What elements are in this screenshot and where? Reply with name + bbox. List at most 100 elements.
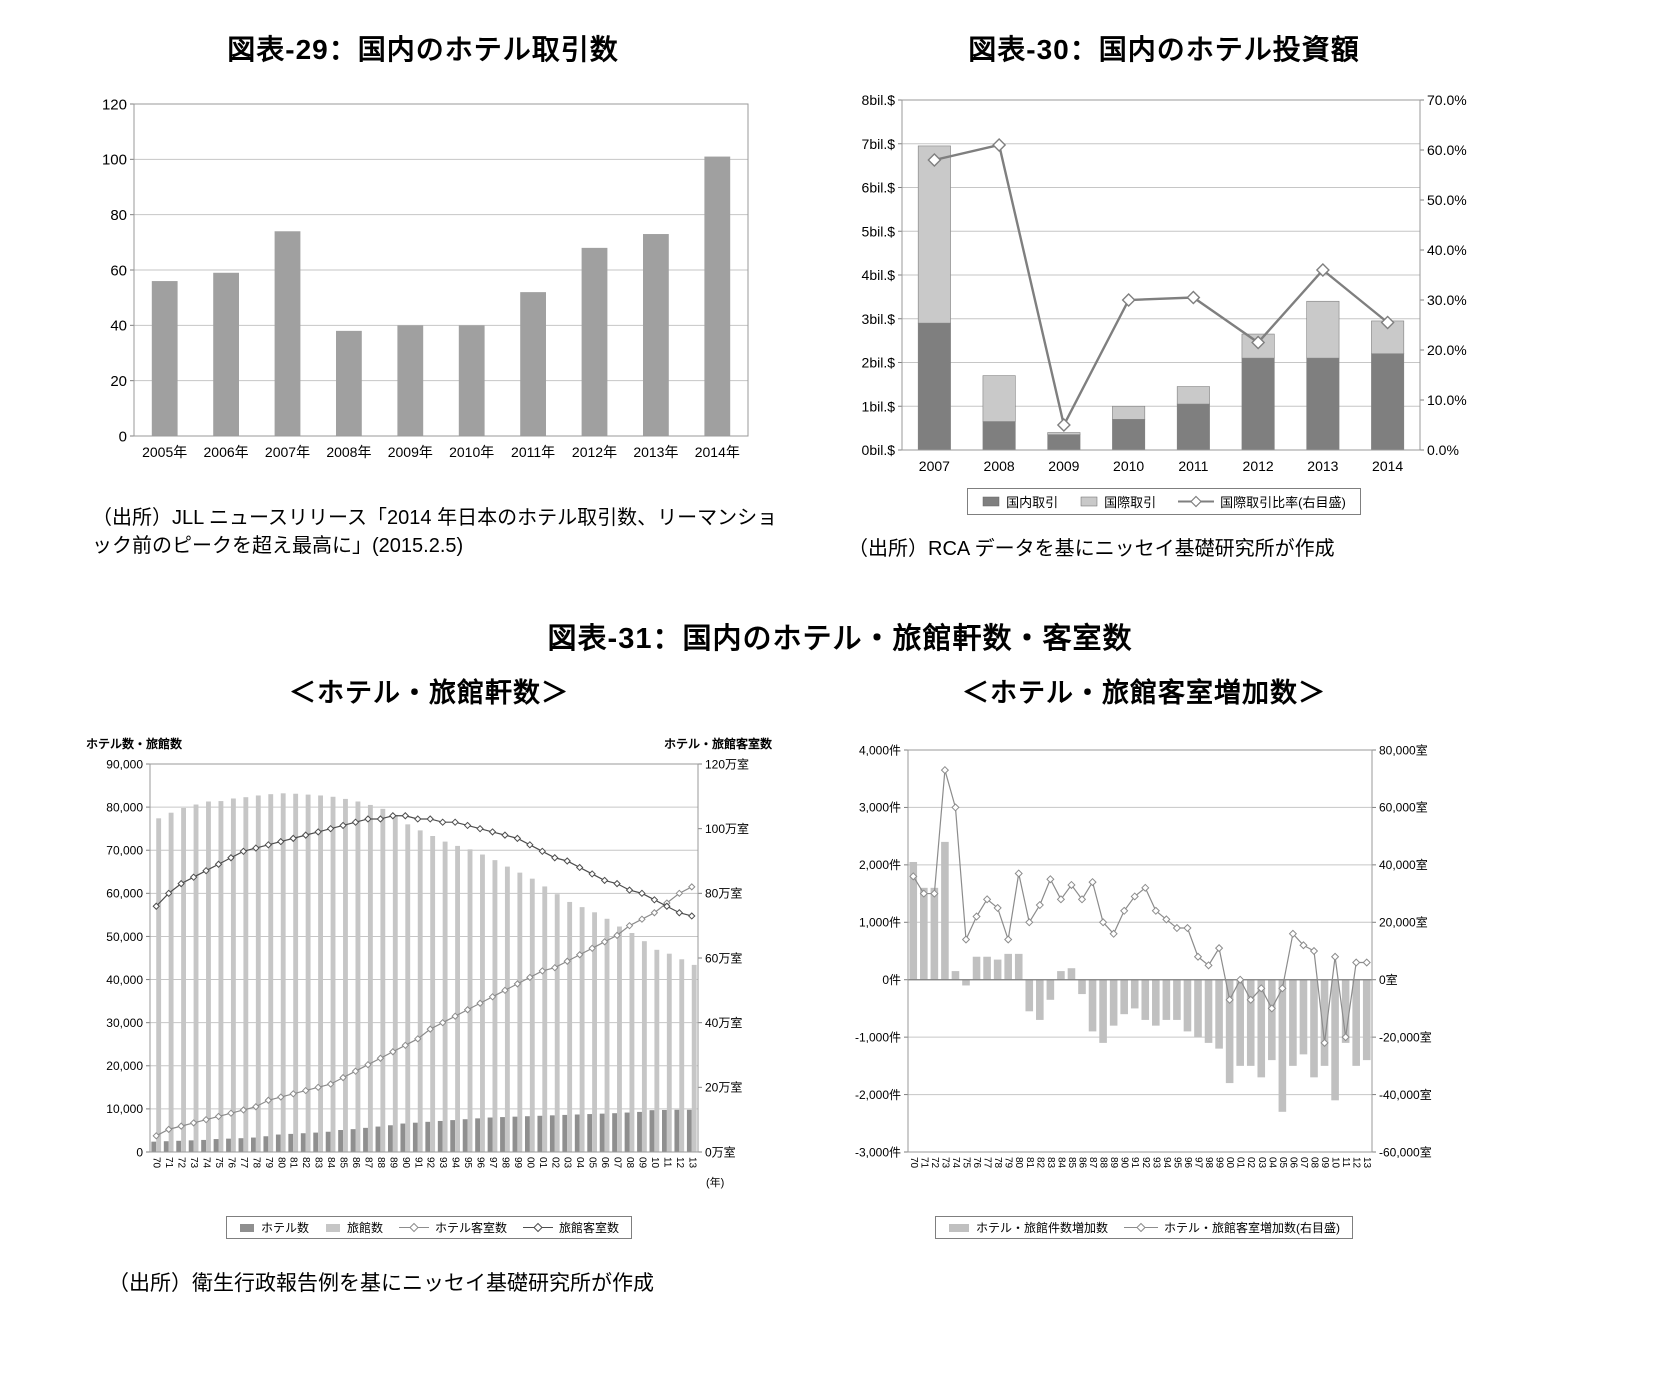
fig31b-legend: ホテル・旅館件数増加数 ホテル・旅館客室増加数(右目盛)	[934, 1216, 1353, 1239]
svg-text:00: 00	[524, 1157, 535, 1169]
fig30-legend: 国内取引 国際取引 国際取引比率(右目盛)	[967, 488, 1361, 515]
legend-label: ホテル数	[260, 1221, 309, 1235]
svg-text:97: 97	[487, 1157, 498, 1169]
fig30-title: 図表-30：国内のホテル投資額	[968, 34, 1360, 65]
svg-text:86: 86	[1077, 1157, 1088, 1169]
legend-item-ratio: 国際取引比率(右目盛)	[1178, 492, 1346, 511]
fig30-stacked-bar-line-chart: 0bil.$ 1bil.$ 2bil.$ 3bil.$ 4bil.$ 5bil.$ 6bil…	[862, 92, 1467, 474]
svg-text:8bil.$: 8bil.$	[862, 92, 896, 108]
svg-text:90,000: 90,000	[106, 757, 143, 771]
svg-text:01: 01	[1235, 1157, 1246, 1169]
svg-text:96: 96	[475, 1157, 486, 1169]
svg-text:99: 99	[512, 1157, 523, 1169]
svg-text:77: 77	[238, 1157, 249, 1169]
fig29-chart-box: 0 20 40 60 80 100 120 2005年 2006年 2007年 2008年 2009年…	[78, 88, 826, 488]
svg-text:30.0%: 30.0%	[1427, 292, 1467, 308]
legend-label: 旅館客室数	[559, 1221, 620, 1235]
legend-item-ryokan-rooms: 旅館客室数	[523, 1219, 619, 1236]
legend-label: 国内取引	[1006, 495, 1059, 510]
legend-label: 国際取引比率(右目盛)	[1220, 495, 1346, 510]
svg-text:2008: 2008	[984, 458, 1015, 474]
fig29-section: 図表-29：国内のホテル取引数 0 20 40 60 80 100 120 2005年 2006…	[0, 22, 826, 563]
svg-text:87: 87	[362, 1157, 373, 1169]
fig31a-legend: ホテル数 旅館数 ホテル客室数 旅館客室数	[225, 1216, 633, 1239]
svg-text:120万室: 120万室	[705, 756, 749, 771]
svg-text:96: 96	[1182, 1157, 1193, 1169]
svg-text:73: 73	[188, 1157, 199, 1169]
svg-text:06: 06	[1287, 1157, 1298, 1169]
svg-text:87: 87	[1087, 1157, 1098, 1169]
svg-text:1,000件: 1,000件	[859, 916, 901, 930]
svg-text:85: 85	[338, 1157, 349, 1169]
svg-text:99: 99	[1214, 1157, 1225, 1169]
svg-text:5bil.$: 5bil.$	[862, 223, 896, 239]
svg-text:20,000: 20,000	[106, 1059, 143, 1073]
fig30-chart-box: 0bil.$ 1bil.$ 2bil.$ 3bil.$ 4bil.$ 5bil.$ 6bil…	[844, 88, 1586, 486]
svg-text:72: 72	[176, 1157, 187, 1169]
svg-text:60,000: 60,000	[106, 887, 143, 901]
fig29-title: 図表-29：国内のホテル取引数	[227, 34, 619, 65]
hotel-count-bar-swatch-icon	[239, 1223, 254, 1232]
svg-text:-40,000室: -40,000室	[1379, 1087, 1432, 1102]
svg-text:20.0%: 20.0%	[1427, 342, 1467, 358]
svg-text:72: 72	[929, 1157, 940, 1169]
svg-text:75: 75	[213, 1157, 224, 1169]
legend-item-domestic: 国内取引	[982, 492, 1058, 511]
svg-text:98: 98	[499, 1157, 510, 1169]
svg-text:1bil.$: 1bil.$	[862, 398, 896, 414]
svg-text:05: 05	[1277, 1157, 1288, 1169]
svg-text:80,000: 80,000	[106, 800, 143, 814]
fig31-source: （出所）衛生行政報告例を基にニッセイ基礎研究所が作成	[108, 1272, 654, 1295]
legend-label: ホテル・旅館客室増加数(右目盛)	[1164, 1221, 1340, 1235]
svg-text:10: 10	[1330, 1157, 1341, 1169]
svg-text:82: 82	[300, 1157, 311, 1169]
svg-text:50,000: 50,000	[106, 930, 143, 944]
svg-text:0: 0	[119, 428, 127, 445]
svg-text:40万室: 40万室	[705, 1015, 742, 1030]
svg-text:83: 83	[313, 1157, 324, 1169]
svg-text:-1,000件: -1,000件	[855, 1030, 901, 1044]
svg-text:04: 04	[1266, 1157, 1277, 1169]
svg-text:ホテル・旅館客室数: ホテル・旅館客室数	[664, 736, 773, 751]
svg-text:03: 03	[1256, 1157, 1267, 1169]
svg-text:82: 82	[1034, 1157, 1045, 1169]
svg-text:2009: 2009	[1048, 458, 1079, 474]
svg-text:2,000件: 2,000件	[859, 858, 901, 872]
svg-text:95: 95	[1171, 1157, 1182, 1169]
fig31a-chart-box: 0 10,000 20,000 30,000 40,000 50,000 60,000 70,…	[84, 734, 776, 1214]
svg-text:70: 70	[908, 1157, 919, 1169]
svg-text:07: 07	[612, 1157, 623, 1169]
svg-text:50.0%: 50.0%	[1427, 192, 1467, 208]
fig31b-section: ＜ホテル・旅館客室増加数＞ -3,000件 -2,000件 -1,000件 0件 1,0…	[776, 671, 1516, 1239]
svg-text:120: 120	[102, 96, 127, 113]
svg-text:-60,000室: -60,000室	[1379, 1144, 1432, 1159]
svg-text:40.0%: 40.0%	[1427, 242, 1467, 258]
svg-text:6bil.$: 6bil.$	[862, 180, 896, 196]
svg-text:05: 05	[587, 1157, 598, 1169]
svg-text:0万室: 0万室	[705, 1144, 736, 1159]
hotel-rooms-line-swatch-icon	[399, 1222, 429, 1233]
domestic-bar-swatch-icon	[982, 496, 1000, 507]
svg-text:71: 71	[918, 1157, 929, 1169]
fig31a-subtitle: ＜ホテル・旅館軒数＞	[289, 678, 569, 708]
svg-text:ホテル数・旅館数: ホテル数・旅館数	[86, 736, 183, 751]
svg-text:08: 08	[1309, 1157, 1320, 1169]
svg-text:-20,000室: -20,000室	[1379, 1029, 1432, 1044]
legend-label: 国際取引	[1104, 495, 1157, 510]
svg-text:60,000室: 60,000室	[1379, 800, 1428, 815]
fig30-legend-row: 国内取引 国際取引 国際取引比率(右目盛)	[844, 488, 1484, 515]
svg-text:13: 13	[1361, 1157, 1372, 1169]
svg-text:10: 10	[649, 1157, 660, 1169]
svg-text:01: 01	[537, 1157, 548, 1169]
svg-text:2014: 2014	[1372, 458, 1403, 474]
svg-text:40: 40	[110, 318, 127, 335]
room-increase-line-swatch-icon	[1124, 1222, 1158, 1233]
svg-text:13: 13	[686, 1157, 697, 1169]
svg-text:2010: 2010	[1113, 458, 1144, 474]
svg-text:02: 02	[549, 1157, 560, 1169]
svg-text:94: 94	[450, 1157, 461, 1169]
svg-text:80: 80	[110, 207, 127, 224]
svg-text:80万室: 80万室	[705, 886, 742, 901]
svg-text:89: 89	[387, 1157, 398, 1169]
